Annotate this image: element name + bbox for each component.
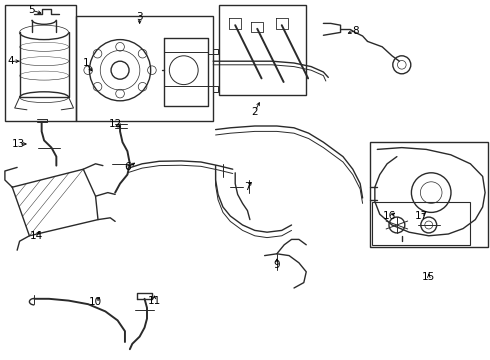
Text: 5: 5 [28, 5, 35, 15]
Text: 3: 3 [136, 12, 143, 22]
Text: 1: 1 [82, 58, 89, 68]
Bar [219, 5, 306, 95]
Text: 14: 14 [30, 231, 44, 241]
Text: 2: 2 [251, 107, 258, 117]
Text: 9: 9 [273, 260, 280, 270]
Text: 8: 8 [352, 26, 359, 36]
Text: 7: 7 [244, 182, 251, 192]
Text: 12: 12 [108, 119, 122, 129]
Text: 11: 11 [147, 296, 161, 306]
Text: 6: 6 [124, 162, 131, 172]
Text: 17: 17 [415, 211, 428, 221]
Text: 13: 13 [12, 139, 25, 149]
Bar [370, 142, 488, 247]
Bar [76, 16, 213, 121]
Bar [5, 5, 76, 121]
Text: 4: 4 [7, 56, 14, 66]
Text: 10: 10 [89, 297, 102, 307]
Text: 15: 15 [422, 272, 436, 282]
Bar [372, 202, 470, 245]
Text: 16: 16 [383, 211, 396, 221]
